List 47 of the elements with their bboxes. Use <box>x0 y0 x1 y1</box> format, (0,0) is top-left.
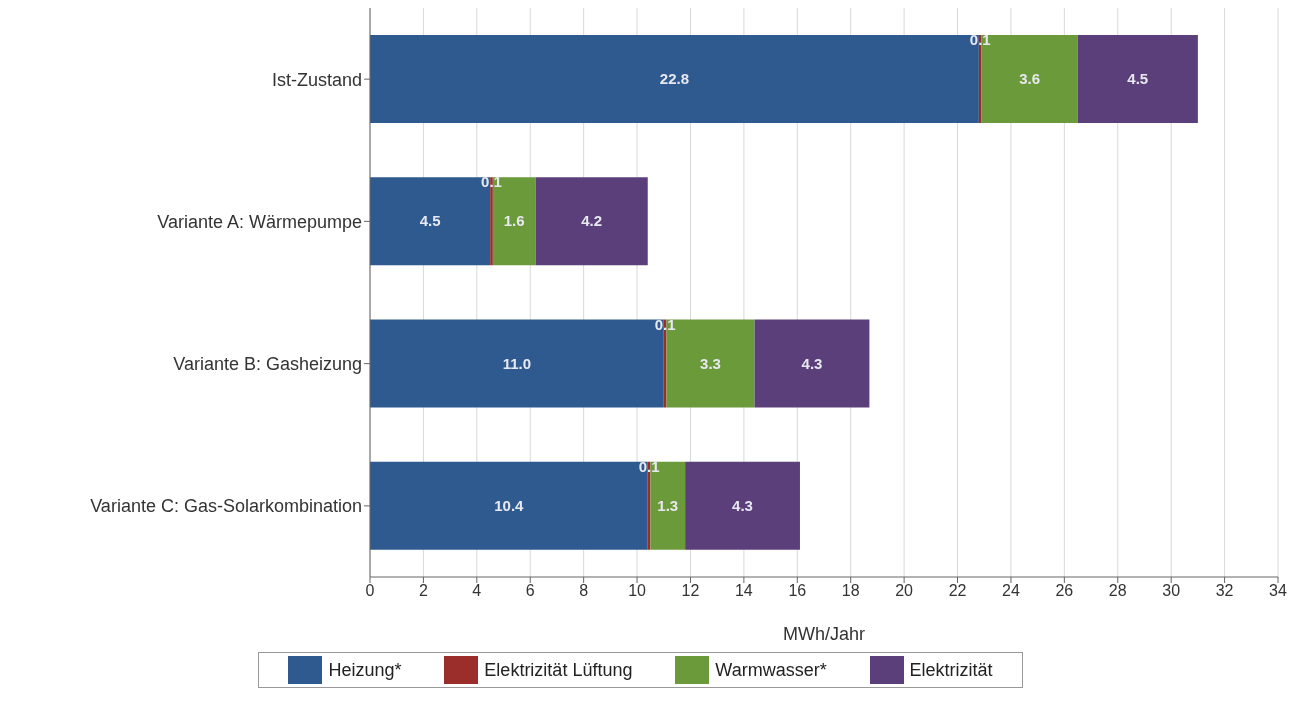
data-label: 0.1 <box>481 173 502 191</box>
x-tick-label: 22 <box>948 582 967 600</box>
data-label: 0.1 <box>654 315 676 333</box>
x-tick-label: 32 <box>1215 582 1234 600</box>
bar <box>1077 35 1198 123</box>
x-tick-label: 12 <box>681 582 700 600</box>
bar <box>754 319 870 408</box>
bar <box>685 461 800 550</box>
legend-label: Elektrizität Lüftung <box>484 659 633 681</box>
data-label: 4.5 <box>419 212 441 230</box>
data-label: 4.3 <box>732 496 753 514</box>
y-tick-label: Variante B: Gasheizung <box>173 354 362 375</box>
legend-label: Heizung* <box>328 659 402 681</box>
data-label: 3.3 <box>700 354 721 372</box>
x-axis-title: MWh/Jahr <box>782 624 866 644</box>
bar <box>535 177 648 266</box>
data-label: 11.0 <box>502 354 532 372</box>
x-tick-label: 16 <box>788 582 807 600</box>
x-tick-label: 30 <box>1162 582 1181 600</box>
data-label: 4.2 <box>581 212 603 230</box>
x-tick-label: 28 <box>1108 582 1127 600</box>
x-tick-label: 6 <box>525 582 535 600</box>
data-label: 1.6 <box>503 212 525 230</box>
data-label: 4.3 <box>801 354 823 372</box>
y-tick-label: Variante A: Wärmepumpe <box>157 211 362 232</box>
x-tick-label: 34 <box>1269 582 1287 600</box>
x-tick-label: 14 <box>734 582 753 600</box>
data-label: 1.3 <box>657 496 679 514</box>
data-label: 4.5 <box>1127 70 1149 87</box>
x-tick-label: 20 <box>895 582 914 600</box>
legend-label: Elektrizität <box>909 659 993 681</box>
x-tick-label: 0 <box>365 582 375 600</box>
x-tick-label: 4 <box>472 582 482 600</box>
y-tick-label: Ist-Zustand <box>271 69 362 90</box>
data-label: 10.4 <box>494 496 525 514</box>
x-tick-label: 8 <box>579 582 589 600</box>
x-tick-label: 10 <box>628 582 647 600</box>
x-tick-label: 18 <box>841 582 860 600</box>
legend-label: Warmwasser* <box>715 659 827 681</box>
data-label: 22.8 <box>659 70 690 87</box>
data-label: 0.1 <box>969 31 991 48</box>
x-tick-label: 26 <box>1055 582 1074 600</box>
y-tick-label: Variante C: Gas-Solarkombination <box>90 496 362 517</box>
data-label: 0.1 <box>638 457 660 475</box>
x-tick-label: 2 <box>418 582 428 600</box>
data-label: 3.6 <box>1019 70 1041 87</box>
x-tick-label: 24 <box>1002 582 1020 600</box>
